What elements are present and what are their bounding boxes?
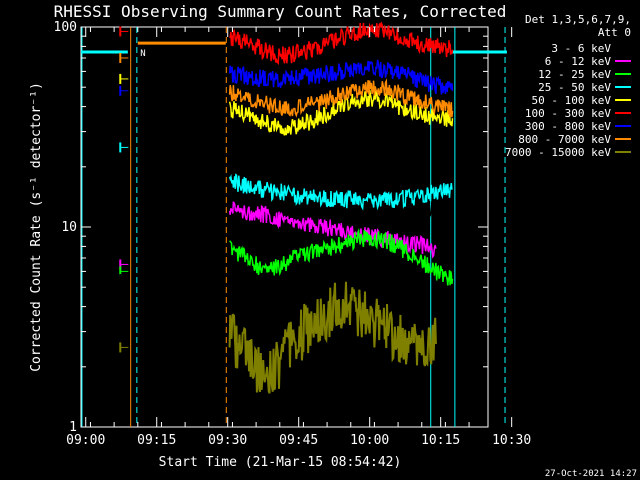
x-tick-label: 09:15 xyxy=(137,433,176,448)
series-line xyxy=(228,173,453,211)
series-line xyxy=(229,21,454,66)
x-tick-label: 10:00 xyxy=(350,433,389,448)
y-tick-label: 10 xyxy=(61,220,77,235)
legend-label: 25 - 50 keV xyxy=(538,81,611,94)
plot-frame xyxy=(80,26,489,428)
legend-label: 7000 - 15000 keV xyxy=(505,146,611,159)
legend-label: 800 - 7000 keV xyxy=(518,133,611,146)
series-line xyxy=(228,89,454,136)
series-line xyxy=(228,78,454,118)
x-tick-label: 09:45 xyxy=(279,433,318,448)
x-axis: 09:00 09:15 09:30 09:45 10:00 10:15 10:30 xyxy=(66,27,531,448)
legend-label: 100 - 300 keV xyxy=(525,107,611,120)
legend-header-line1: Det 1,3,5,6,7,9, xyxy=(525,13,631,26)
series-line xyxy=(228,120,454,232)
series-layer xyxy=(228,21,454,394)
series-line xyxy=(228,281,437,394)
timestamp: 27-Oct-2021 14:27 xyxy=(545,469,637,479)
legend-label: 50 - 100 keV xyxy=(532,94,612,107)
x-tick-label: 09:00 xyxy=(66,433,105,448)
series-line xyxy=(228,59,454,95)
y-tick-label: 1 xyxy=(69,420,77,435)
chart-title: RHESSI Observing Summary Count Rates, Co… xyxy=(54,2,507,21)
y-axis-label: Corrected Count Rate (s⁻¹ detector⁻¹) xyxy=(29,82,44,372)
y-axis: 1 10 100 xyxy=(54,20,488,435)
early-pass-marks xyxy=(119,26,129,353)
x-tick-label: 10:15 xyxy=(421,433,460,448)
x-tick-label: 09:30 xyxy=(208,433,247,448)
legend-label: 300 - 800 keV xyxy=(525,120,611,133)
legend-header-line2: Att 0 xyxy=(598,26,631,39)
flag-bars xyxy=(81,41,507,54)
legend-label: 6 - 12 keV xyxy=(545,55,612,68)
flag-label: N xyxy=(140,49,145,59)
legend-label: 12 - 25 keV xyxy=(538,68,611,81)
series-line xyxy=(229,227,454,286)
y-tick-label: 100 xyxy=(54,20,77,35)
legend-label: 3 - 6 keV xyxy=(551,42,611,55)
x-tick-label: 10:30 xyxy=(492,433,531,448)
series-line xyxy=(228,201,437,259)
x-axis-label: Start Time (21-Mar-15 08:54:42) xyxy=(159,455,402,470)
